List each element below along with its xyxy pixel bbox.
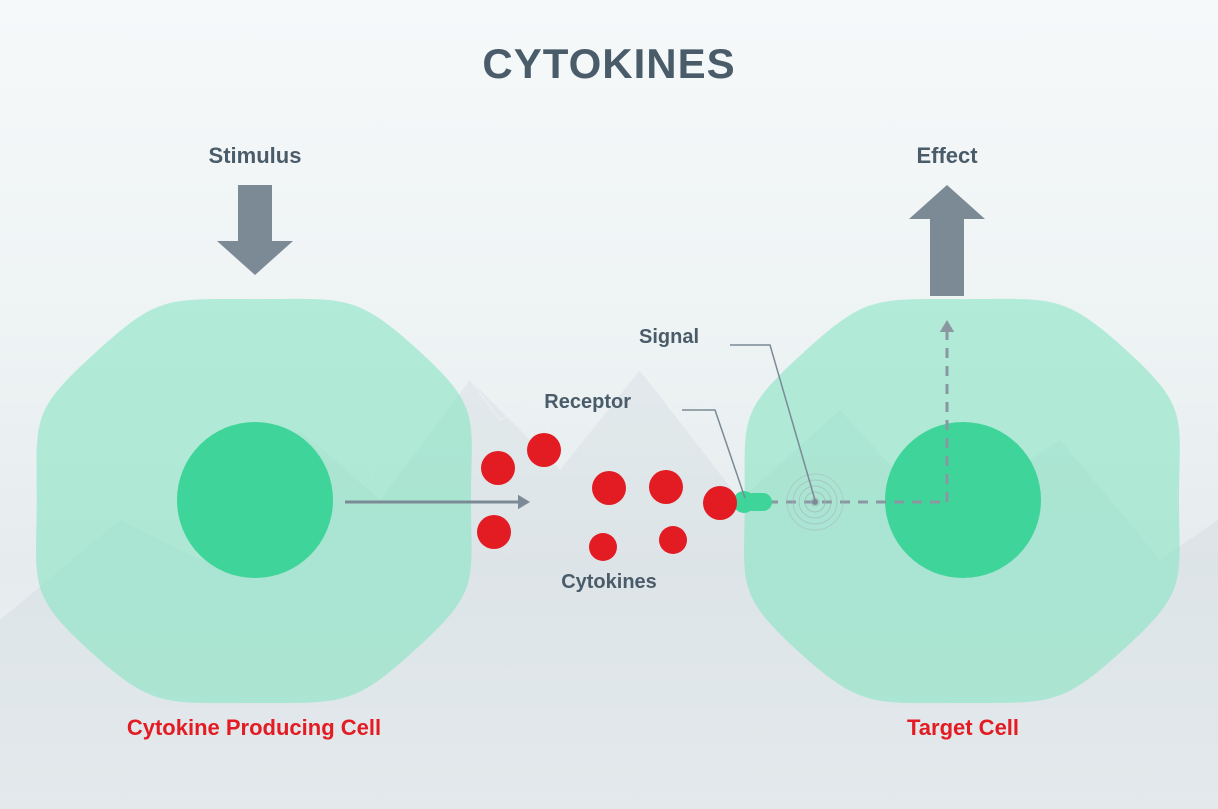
label-effect: Effect: [747, 143, 1147, 169]
stimulus-arrow-icon: [217, 185, 293, 275]
cytokine-dot: [527, 433, 561, 467]
label-signal: Signal: [299, 326, 699, 349]
producing-cell-nucleus: [177, 422, 333, 578]
label-receptor: Receptor: [231, 391, 631, 414]
cytokine-dot: [481, 451, 515, 485]
cytokine-dot: [477, 515, 511, 549]
diagram-stage: CYTOKINES Stimulus Effect Signal Recepto…: [0, 0, 1218, 809]
label-producing-cell: Cytokine Producing Cell: [54, 715, 454, 741]
cytokine-dot: [592, 471, 626, 505]
cytokine-dot: [659, 526, 687, 554]
label-stimulus: Stimulus: [55, 143, 455, 169]
label-target-cell: Target Cell: [763, 715, 1163, 741]
target-cell-nucleus: [885, 422, 1041, 578]
label-cytokines: Cytokines: [409, 571, 809, 594]
cytokine-dot: [589, 533, 617, 561]
effect-arrow-icon: [909, 185, 985, 296]
cytokine-dot: [703, 486, 737, 520]
cytokine-dot: [649, 470, 683, 504]
